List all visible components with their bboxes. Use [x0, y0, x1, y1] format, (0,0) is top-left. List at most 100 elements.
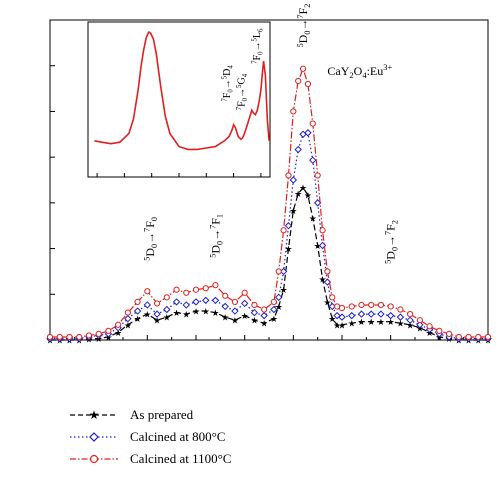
- data-point-circle: [338, 304, 346, 312]
- transition-lower-level: F: [143, 221, 157, 228]
- data-point-star: ★: [202, 307, 210, 317]
- transition-lower-subscript: 4: [242, 73, 249, 77]
- data-point-circle: [475, 333, 482, 341]
- data-point-diamond: [386, 311, 395, 320]
- data-point-star: ★: [323, 297, 331, 307]
- series-line-1: [50, 186, 488, 341]
- transition-lower-multiplicity: 7: [208, 225, 217, 229]
- transition-lower-subscript: 1: [215, 214, 224, 218]
- transition-upper-subscript: 0: [391, 247, 400, 251]
- data-point-star: ★: [357, 317, 365, 327]
- transition-arrow: →: [143, 232, 157, 244]
- transition-arrow: →: [237, 88, 248, 98]
- formula-base: O: [354, 64, 363, 78]
- data-point-circle: [183, 289, 190, 296]
- transition-label: 7F0→5L6: [251, 28, 264, 64]
- data-point-circle: [95, 330, 102, 338]
- data-point-circle: [484, 333, 492, 341]
- inset-frame: [87, 21, 271, 178]
- data-point-diamond: [270, 305, 278, 314]
- data-point-circle: [348, 303, 355, 310]
- transition-label: 7F0→5G4: [236, 73, 249, 110]
- data-point-star: ★: [328, 314, 336, 324]
- data-point-circle: [387, 303, 394, 310]
- data-point-diamond: [367, 310, 375, 318]
- data-point-star: ★: [143, 310, 151, 320]
- transition-upper-multiplicity: 5: [383, 260, 392, 264]
- transition-upper-subscript: 0: [227, 89, 234, 93]
- transition-lower-multiplicity: 7: [383, 231, 392, 235]
- data-point-star: ★: [318, 275, 326, 285]
- data-point-circle: [124, 309, 131, 316]
- excitation-line: [94, 30, 270, 151]
- transition-lower-level: F: [208, 218, 222, 225]
- legend-label: Calcined at 1100°C: [130, 451, 232, 466]
- transition-upper-level: D: [143, 248, 157, 257]
- data-point-diamond: [338, 313, 346, 321]
- data-point-star: ★: [211, 308, 219, 318]
- data-point-star: ★: [396, 319, 404, 329]
- data-point-circle: [115, 321, 122, 328]
- data-point-diamond: [377, 310, 385, 318]
- formula-subscript: 4: [362, 70, 367, 80]
- data-point-circle: [285, 172, 292, 179]
- data-point-star: ★: [333, 320, 341, 330]
- data-point-circle: [56, 333, 63, 341]
- transition-upper-subscript: 0: [303, 31, 312, 35]
- transition-arrow: →: [252, 42, 263, 52]
- transition-lower-subscript: 2: [391, 220, 400, 224]
- data-point-diamond: [357, 310, 366, 318]
- data-point-star: ★: [192, 307, 200, 317]
- transition-lower-level: D: [222, 69, 233, 76]
- data-point-diamond: [143, 301, 152, 309]
- transition-label: 5D0→7F2: [296, 4, 312, 48]
- data-point-star: ★: [387, 317, 395, 327]
- data-point-star: ★: [231, 316, 239, 326]
- data-point-star: ★: [221, 313, 229, 323]
- data-point-circle: [261, 306, 268, 313]
- data-point-circle: [304, 80, 312, 88]
- data-point-star: ★: [275, 302, 283, 312]
- legend-item-calcined-1100: Calcined at 1100°C: [68, 449, 368, 471]
- transition-lower-multiplicity: 7: [143, 228, 152, 232]
- data-point-circle: [76, 333, 83, 341]
- data-point-diamond: [309, 156, 317, 164]
- transition-lower-subscript: 4: [227, 65, 234, 69]
- transition-lower-subscript: 2: [303, 4, 312, 8]
- data-point-circle: [368, 301, 375, 309]
- data-point-star: ★: [304, 191, 312, 201]
- legend-label: As prepared: [130, 407, 194, 422]
- data-point-circle: [202, 285, 209, 292]
- formula-base: CaY: [327, 64, 349, 78]
- data-point-circle: [309, 120, 316, 127]
- data-point-diamond: [211, 296, 220, 305]
- transition-lower-level: F: [296, 7, 310, 14]
- data-point-diamond: [416, 321, 424, 329]
- data-point-circle: [426, 323, 433, 330]
- transition-label: 5D0→7F0: [143, 217, 159, 261]
- data-point-circle: [324, 268, 331, 275]
- data-point-diamond: [133, 307, 142, 315]
- transition-upper-subscript: 0: [242, 97, 249, 101]
- data-point-circle: [105, 327, 112, 334]
- transition-lower-subscript: 0: [150, 217, 159, 221]
- data-point-diamond: [221, 302, 229, 311]
- transition-upper-multiplicity: 7: [251, 60, 258, 64]
- data-point-circle: [358, 301, 365, 309]
- data-point-circle: [319, 227, 326, 234]
- transition-upper-level: D: [296, 34, 310, 43]
- transition-upper-multiplicity: 7: [221, 98, 228, 102]
- data-point-circle: [445, 330, 453, 338]
- data-point-diamond: [260, 311, 268, 320]
- transition-upper-multiplicity: 5: [208, 254, 217, 258]
- legend-label: Calcined at 800°C: [130, 429, 226, 444]
- data-point-diamond: [275, 293, 283, 302]
- transition-upper-level: F: [222, 92, 233, 98]
- transition-upper-level: F: [252, 54, 263, 60]
- legend-marker-star-icon: ★: [70, 408, 118, 422]
- data-point-circle: [251, 301, 258, 309]
- data-point-circle: [231, 298, 239, 306]
- transition-label: 5D0→7F2: [383, 220, 399, 264]
- transition-lower-multiplicity: 7: [296, 14, 305, 18]
